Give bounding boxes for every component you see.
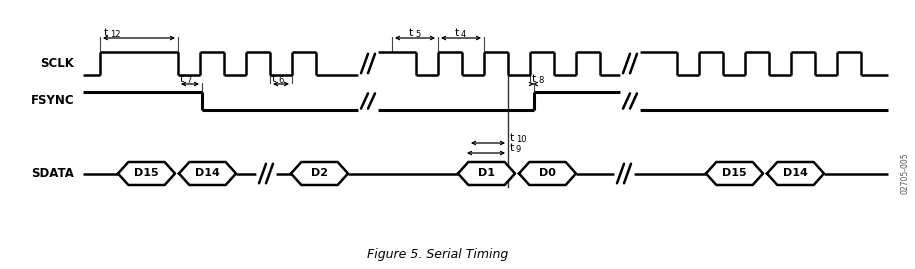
Text: SCLK: SCLK <box>40 57 74 70</box>
Polygon shape <box>118 162 175 185</box>
Text: D1: D1 <box>478 168 495 179</box>
Polygon shape <box>291 162 348 185</box>
Text: 8: 8 <box>538 76 544 85</box>
Text: t: t <box>180 74 185 84</box>
Text: SDATA: SDATA <box>31 167 74 180</box>
Text: 10: 10 <box>516 135 526 144</box>
Polygon shape <box>767 162 824 185</box>
Text: D14: D14 <box>195 168 220 179</box>
Polygon shape <box>519 162 576 185</box>
Text: 7: 7 <box>186 76 191 85</box>
Text: D15: D15 <box>135 168 159 179</box>
Text: D15: D15 <box>722 168 747 179</box>
Text: 02705-005: 02705-005 <box>900 153 910 194</box>
Text: t: t <box>272 74 276 84</box>
Text: t: t <box>510 143 514 153</box>
Text: D2: D2 <box>311 168 328 179</box>
Polygon shape <box>458 162 515 185</box>
Text: 9: 9 <box>516 145 522 154</box>
Text: Figure 5. Serial Timing: Figure 5. Serial Timing <box>367 248 508 261</box>
Polygon shape <box>706 162 763 185</box>
Text: D0: D0 <box>539 168 556 179</box>
Text: t: t <box>104 28 108 38</box>
Text: t: t <box>455 28 459 38</box>
Text: FSYNC: FSYNC <box>30 94 74 108</box>
Text: 5: 5 <box>415 30 420 39</box>
Text: t: t <box>510 133 514 143</box>
Text: 6: 6 <box>278 76 284 85</box>
Text: D14: D14 <box>783 168 808 179</box>
Text: 12: 12 <box>110 30 121 39</box>
Text: 4: 4 <box>461 30 467 39</box>
Text: t: t <box>532 74 536 84</box>
Polygon shape <box>179 162 236 185</box>
Text: t: t <box>409 28 414 38</box>
